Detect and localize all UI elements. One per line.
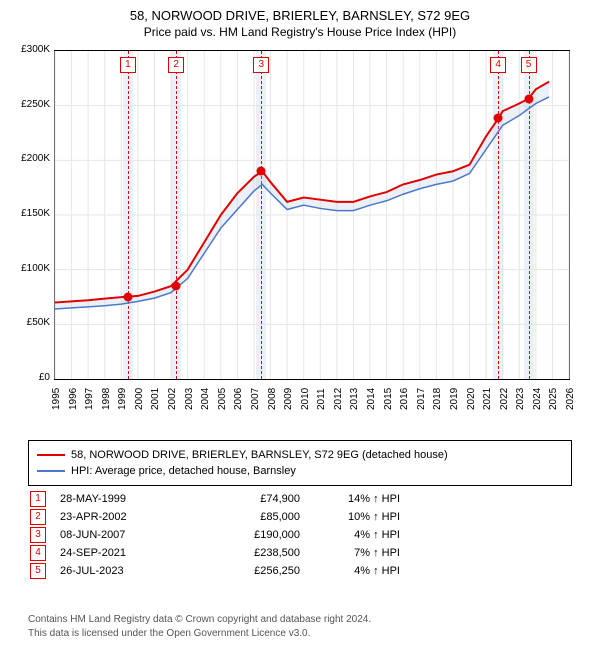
sale-dot xyxy=(494,114,503,123)
sales-row-date: 23-APR-2002 xyxy=(60,511,190,523)
footer: Contains HM Land Registry data © Crown c… xyxy=(28,613,572,640)
sales-row-price: £190,000 xyxy=(190,529,300,541)
x-tick-label: 2021 xyxy=(482,388,493,410)
sales-row-price: £238,500 xyxy=(190,547,300,559)
sales-row-index: 2 xyxy=(30,509,46,525)
sales-row-date: 26-JUL-2023 xyxy=(60,565,190,577)
x-tick-label: 1999 xyxy=(117,388,128,410)
sales-row-price: £85,000 xyxy=(190,511,300,523)
x-tick-label: 2001 xyxy=(150,388,161,410)
sales-row-date: 24-SEP-2021 xyxy=(60,547,190,559)
sales-row-index: 1 xyxy=(30,491,46,507)
x-tick-label: 1996 xyxy=(68,388,79,410)
x-tick-label: 2012 xyxy=(333,388,344,410)
sales-table-row: 2 23-APR-2002£85,00010% ↑ HPI xyxy=(28,508,572,526)
sales-row-date: 28-MAY-1999 xyxy=(60,493,190,505)
legend: 58, NORWOOD DRIVE, BRIERLEY, BARNSLEY, S… xyxy=(28,440,572,486)
y-tick-label: £300K xyxy=(10,44,50,55)
x-tick-label: 2014 xyxy=(366,388,377,410)
sale-marker: 4 xyxy=(490,57,506,73)
sale-marker: 5 xyxy=(521,57,537,73)
chart-area: £0 £50K £100K £150K £200K £250K £300K 1 2 3 45 19… xyxy=(10,46,590,426)
x-tick-label: 2009 xyxy=(283,388,294,410)
legend-swatch-property xyxy=(37,454,65,456)
x-tick-label: 2026 xyxy=(565,388,576,410)
chart-subtitle: Price paid vs. HM Land Registry's House … xyxy=(0,23,600,43)
x-tick-label: 2008 xyxy=(267,388,278,410)
legend-item-property: 58, NORWOOD DRIVE, BRIERLEY, BARNSLEY, S… xyxy=(37,447,563,463)
sales-table-row: 1 28-MAY-1999£74,90014% ↑ HPI xyxy=(28,490,572,508)
sale-dot xyxy=(524,94,533,103)
x-tick-label: 2018 xyxy=(432,388,443,410)
legend-label-property: 58, NORWOOD DRIVE, BRIERLEY, BARNSLEY, S… xyxy=(71,449,448,461)
sales-row-hpi-pct: 4% ↑ HPI xyxy=(300,529,400,541)
sales-row-price: £74,900 xyxy=(190,493,300,505)
x-tick-label: 2000 xyxy=(134,388,145,410)
x-tick-label: 1995 xyxy=(51,388,62,410)
x-tick-label: 1997 xyxy=(84,388,95,410)
x-tick-label: 2003 xyxy=(184,388,195,410)
x-tick-label: 2007 xyxy=(250,388,261,410)
sale-dot xyxy=(172,282,181,291)
sales-row-hpi-pct: 10% ↑ HPI xyxy=(300,511,400,523)
x-tick-label: 2010 xyxy=(300,388,311,410)
chart-title: 58, NORWOOD DRIVE, BRIERLEY, BARNSLEY, S… xyxy=(0,0,600,23)
plot-region: 1 2 3 45 xyxy=(54,50,570,380)
sale-marker: 1 xyxy=(120,57,136,73)
x-tick-label: 2017 xyxy=(416,388,427,410)
sale-marker: 3 xyxy=(253,57,269,73)
sales-row-price: £256,250 xyxy=(190,565,300,577)
sales-row-hpi-pct: 14% ↑ HPI xyxy=(300,493,400,505)
x-tick-label: 2015 xyxy=(383,388,394,410)
legend-item-hpi: HPI: Average price, detached house, Barn… xyxy=(37,463,563,479)
x-tick-label: 2004 xyxy=(200,388,211,410)
legend-label-hpi: HPI: Average price, detached house, Barn… xyxy=(71,465,296,477)
x-tick-label: 2023 xyxy=(515,388,526,410)
footer-line-2: This data is licensed under the Open Gov… xyxy=(28,627,572,641)
y-tick-label: £50K xyxy=(10,317,50,328)
x-tick-label: 1998 xyxy=(101,388,112,410)
sales-table-row: 4 24-SEP-2021£238,5007% ↑ HPI xyxy=(28,544,572,562)
sale-marker: 2 xyxy=(168,57,184,73)
sales-row-index: 3 xyxy=(30,527,46,543)
sale-dot xyxy=(257,167,266,176)
x-tick-label: 2011 xyxy=(316,388,327,410)
x-tick-label: 2024 xyxy=(532,388,543,410)
footer-line-1: Contains HM Land Registry data © Crown c… xyxy=(28,613,572,627)
y-tick-label: £100K xyxy=(10,263,50,274)
x-tick-label: 2013 xyxy=(349,388,360,410)
sales-row-hpi-pct: 7% ↑ HPI xyxy=(300,547,400,559)
sales-row-date: 08-JUN-2007 xyxy=(60,529,190,541)
x-tick-label: 2002 xyxy=(167,388,178,410)
legend-swatch-hpi xyxy=(37,470,65,472)
sales-table-row: 3 08-JUN-2007£190,0004% ↑ HPI xyxy=(28,526,572,544)
sales-row-index: 5 xyxy=(30,563,46,579)
sales-row-hpi-pct: 4% ↑ HPI xyxy=(300,565,400,577)
sale-dot xyxy=(123,293,132,302)
sales-row-index: 4 xyxy=(30,545,46,561)
sales-table: 1 28-MAY-1999£74,90014% ↑ HPI 2 23-APR-2002… xyxy=(28,490,572,580)
x-tick-label: 2005 xyxy=(217,388,228,410)
y-tick-label: £0 xyxy=(10,372,50,383)
x-tick-label: 2006 xyxy=(233,388,244,410)
y-tick-label: £150K xyxy=(10,208,50,219)
y-tick-label: £200K xyxy=(10,153,50,164)
y-tick-label: £250K xyxy=(10,99,50,110)
sales-table-row: 5 26-JUL-2023£256,2504% ↑ HPI xyxy=(28,562,572,580)
x-tick-label: 2022 xyxy=(499,388,510,410)
x-tick-label: 2016 xyxy=(399,388,410,410)
x-tick-label: 2019 xyxy=(449,388,460,410)
x-tick-label: 2025 xyxy=(548,388,559,410)
x-tick-label: 2020 xyxy=(466,388,477,410)
